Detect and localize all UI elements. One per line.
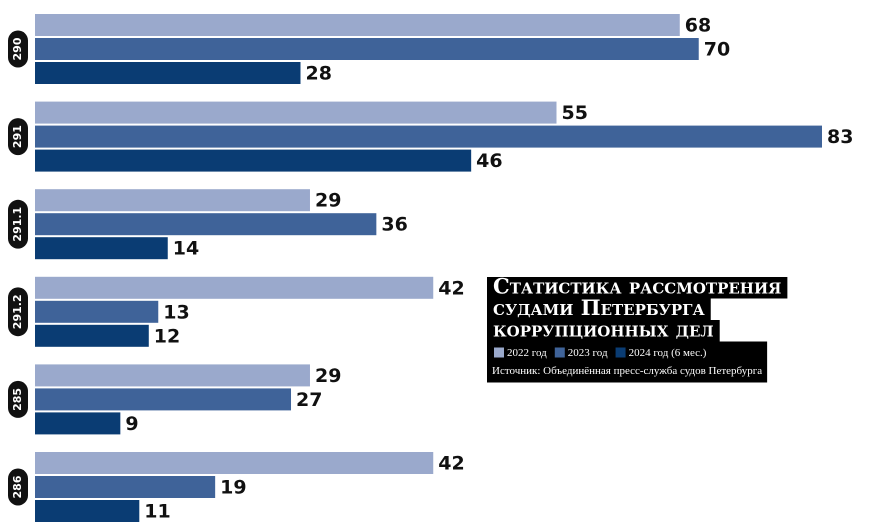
legend-label: 2024 год (6 мес.) [629, 347, 707, 359]
category-label-group: 290 [8, 30, 28, 68]
value-label: 46 [476, 150, 502, 172]
title-bg [487, 298, 711, 320]
chart-title: коррупционных дел [493, 317, 714, 342]
value-label: 29 [315, 365, 341, 387]
value-label: 83 [827, 126, 853, 148]
category-pill [8, 287, 28, 337]
bar [35, 14, 680, 36]
chart-title: Статистика рассмотрения [493, 274, 781, 299]
bar [35, 324, 149, 347]
category-pill [8, 30, 28, 68]
category-label: 291.1 [11, 207, 24, 242]
title-bg [487, 320, 720, 342]
category-label: 285 [11, 388, 24, 411]
value-label: 68 [685, 15, 711, 37]
legend-swatch [494, 347, 504, 358]
bar [35, 364, 310, 387]
category-label-group: 286 [8, 468, 28, 506]
value-label: 42 [438, 453, 464, 475]
value-label: 9 [125, 413, 138, 435]
category-label-group: 291 [8, 118, 28, 156]
bar [35, 300, 159, 323]
bar [35, 149, 472, 172]
category-pill [8, 118, 28, 156]
value-label: 70 [704, 39, 730, 61]
bar [35, 189, 310, 212]
value-label: 11 [144, 501, 170, 523]
bar [35, 237, 168, 260]
category-label: 291 [11, 125, 24, 148]
category-label-group: 285 [8, 380, 28, 418]
bar [35, 62, 301, 84]
value-label: 14 [173, 238, 199, 260]
legend-swatch [554, 347, 565, 358]
chart-title: судами Петербурга [493, 295, 706, 320]
bar [35, 125, 822, 148]
legend-label: 2023 год [568, 347, 608, 359]
legend-swatch [615, 347, 626, 358]
value-label: 28 [305, 63, 331, 85]
bar [35, 101, 557, 124]
legend-bg [487, 341, 768, 383]
bar [35, 38, 699, 60]
value-label: 27 [296, 389, 322, 411]
source-note: Источник: Объединённая пресс-служба судо… [492, 365, 762, 377]
category-label: 291.2 [11, 294, 24, 329]
value-label: 12 [154, 325, 180, 347]
bar [35, 476, 216, 498]
bar [35, 388, 292, 411]
bar [35, 452, 434, 474]
category-label: 290 [11, 37, 24, 60]
value-label: 13 [163, 301, 189, 323]
bar [35, 276, 434, 299]
category-pill [8, 199, 28, 249]
value-label: 36 [381, 214, 407, 236]
category-label-group: 291.2 [8, 287, 28, 337]
value-label: 42 [438, 277, 464, 299]
title-bg [487, 277, 788, 299]
category-label: 286 [11, 475, 24, 498]
bar [35, 412, 121, 435]
bar [35, 213, 377, 236]
category-pill [8, 468, 28, 506]
value-label: 19 [220, 477, 246, 499]
bar [35, 500, 140, 522]
category-label-group: 291.1 [8, 199, 28, 249]
legend-label: 2022 год [507, 347, 547, 359]
value-label: 55 [562, 102, 588, 124]
category-pill [8, 380, 28, 418]
value-label: 29 [315, 190, 341, 212]
